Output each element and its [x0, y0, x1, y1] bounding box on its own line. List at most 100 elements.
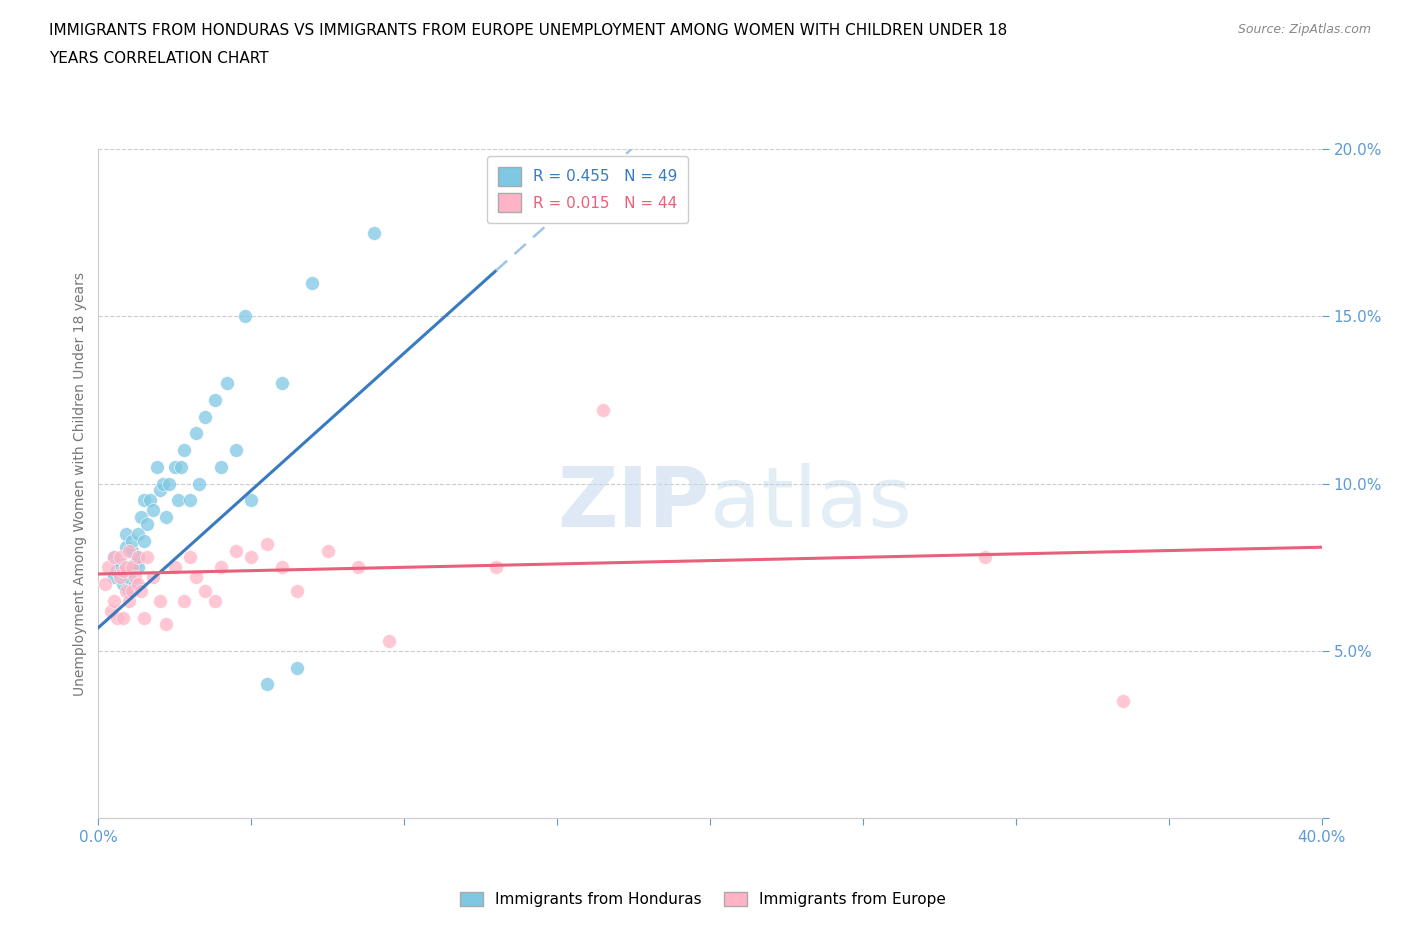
Point: [204, 593, 226, 608]
Point: [209, 560, 232, 575]
Point: [111, 564, 134, 578]
Point: [111, 610, 134, 625]
Point: [173, 593, 195, 608]
Point: [111, 577, 134, 591]
Point: [134, 610, 156, 625]
Point: [118, 543, 141, 558]
Point: [485, 560, 508, 575]
Point: [145, 459, 167, 474]
Point: [103, 550, 125, 565]
Point: [129, 510, 152, 525]
Point: [233, 309, 256, 324]
Point: [240, 550, 263, 565]
Point: [316, 543, 339, 558]
Point: [378, 633, 401, 648]
Point: [163, 560, 186, 575]
Point: [136, 550, 159, 565]
Point: [149, 593, 172, 608]
Point: [127, 550, 149, 565]
Point: [592, 403, 614, 418]
Text: atlas: atlas: [710, 463, 911, 544]
Point: [111, 566, 134, 581]
Point: [179, 493, 201, 508]
Text: Source: ZipAtlas.com: Source: ZipAtlas.com: [1237, 23, 1371, 36]
Point: [103, 570, 125, 585]
Point: [134, 533, 156, 548]
Point: [103, 593, 125, 608]
Point: [285, 660, 308, 675]
Point: [225, 543, 247, 558]
Point: [127, 577, 149, 591]
Point: [108, 556, 131, 571]
Point: [97, 560, 120, 575]
Point: [163, 459, 186, 474]
Point: [134, 493, 156, 508]
Text: IMMIGRANTS FROM HONDURAS VS IMMIGRANTS FROM EUROPE UNEMPLOYMENT AMONG WOMEN WITH: IMMIGRANTS FROM HONDURAS VS IMMIGRANTS F…: [49, 23, 1008, 38]
Point: [974, 550, 997, 565]
Point: [115, 560, 138, 575]
Point: [270, 560, 292, 575]
Point: [157, 476, 180, 491]
Point: [121, 533, 143, 548]
Point: [118, 570, 141, 585]
Point: [103, 550, 125, 565]
Point: [225, 443, 247, 458]
Point: [129, 583, 152, 598]
Point: [121, 543, 143, 558]
Point: [215, 376, 238, 391]
Point: [127, 550, 149, 565]
Point: [285, 583, 308, 598]
Point: [149, 483, 172, 498]
Point: [127, 560, 149, 575]
Point: [155, 510, 177, 525]
Point: [186, 570, 208, 585]
Text: YEARS CORRELATION CHART: YEARS CORRELATION CHART: [49, 51, 269, 66]
Point: [155, 617, 177, 631]
Point: [256, 677, 278, 692]
Legend: Immigrants from Honduras, Immigrants from Europe: Immigrants from Honduras, Immigrants fro…: [454, 885, 952, 913]
Point: [363, 225, 385, 240]
Point: [127, 526, 149, 541]
Point: [121, 583, 143, 598]
Point: [115, 539, 138, 554]
Y-axis label: Unemployment Among Women with Children Under 18 years: Unemployment Among Women with Children U…: [73, 272, 87, 696]
Point: [167, 493, 190, 508]
Point: [347, 560, 370, 575]
Point: [270, 376, 292, 391]
Point: [124, 577, 146, 591]
Point: [173, 443, 195, 458]
Point: [188, 476, 211, 491]
Point: [256, 537, 278, 551]
Text: ZIP: ZIP: [558, 463, 710, 544]
Point: [100, 604, 122, 618]
Point: [124, 556, 146, 571]
Point: [142, 503, 165, 518]
Point: [179, 550, 201, 565]
Legend: R = 0.455   N = 49, R = 0.015   N = 44: R = 0.455 N = 49, R = 0.015 N = 44: [488, 156, 688, 223]
Point: [108, 570, 131, 585]
Point: [121, 560, 143, 575]
Point: [240, 493, 263, 508]
Point: [108, 550, 131, 565]
Point: [170, 459, 193, 474]
Point: [115, 583, 138, 598]
Point: [136, 516, 159, 531]
Point: [194, 583, 217, 598]
Point: [186, 426, 208, 441]
Point: [118, 593, 141, 608]
Point: [1112, 694, 1135, 709]
Point: [139, 493, 162, 508]
Point: [105, 610, 128, 625]
Point: [105, 564, 128, 578]
Point: [209, 459, 232, 474]
Point: [118, 560, 141, 575]
Point: [152, 476, 174, 491]
Point: [301, 275, 323, 290]
Point: [115, 526, 138, 541]
Point: [124, 570, 146, 585]
Point: [194, 409, 217, 424]
Point: [93, 577, 115, 591]
Point: [485, 192, 508, 206]
Point: [118, 583, 141, 598]
Point: [204, 392, 226, 407]
